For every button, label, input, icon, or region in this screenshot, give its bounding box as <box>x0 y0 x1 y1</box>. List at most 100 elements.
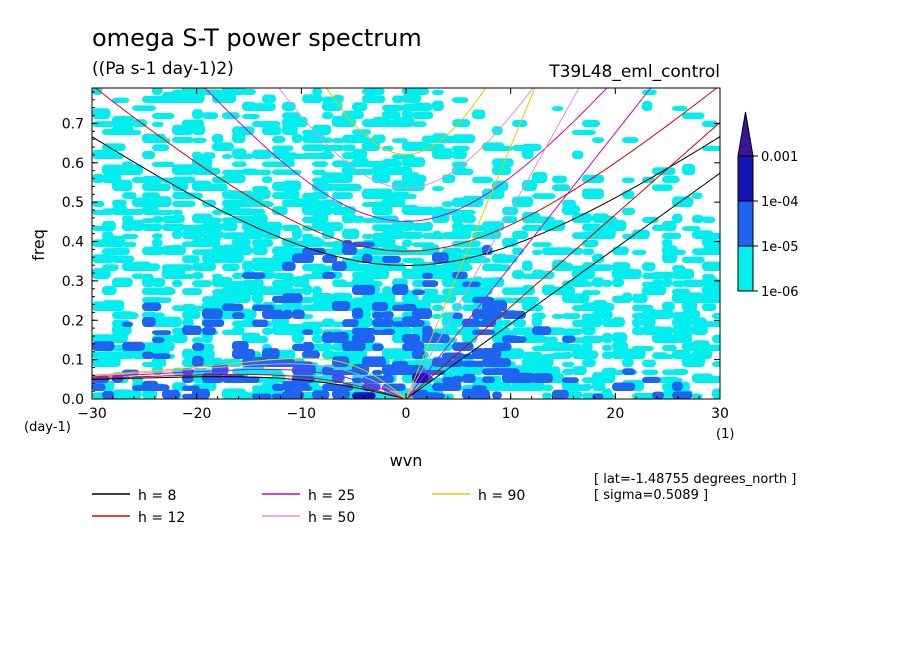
colorbar-label: 1e-04 <box>761 195 799 210</box>
contour-blob <box>102 220 116 231</box>
contour-blob <box>412 102 433 111</box>
contour-blob <box>322 183 336 191</box>
contour-blob <box>622 137 639 143</box>
contour-blob <box>192 343 205 351</box>
contour-blob <box>252 368 276 375</box>
contour-blob <box>302 94 323 103</box>
contour-blob <box>142 276 155 287</box>
legend-label-h12: h = 12 <box>138 510 185 526</box>
contour-blob <box>532 172 548 183</box>
contour-blob <box>332 331 349 343</box>
contour-blob <box>452 97 469 103</box>
contour-blob <box>382 286 393 295</box>
contour-blob <box>222 281 245 287</box>
contour-blob <box>352 149 367 159</box>
contour-blob <box>392 221 403 231</box>
contour-blob <box>672 249 686 255</box>
contour-blob <box>602 303 615 311</box>
contour-blob <box>122 161 134 167</box>
contour-blob <box>702 344 720 351</box>
contour-blob <box>532 242 552 247</box>
contour-blob <box>432 186 444 191</box>
contour-blob <box>112 97 130 103</box>
contour-blob <box>142 273 154 279</box>
contour-blob <box>392 361 409 367</box>
contour-blob <box>692 349 713 359</box>
contour-blob <box>532 326 552 335</box>
contour-blob <box>712 292 720 303</box>
contour-blob <box>162 223 185 231</box>
contour-blob <box>332 292 353 303</box>
contour-blob <box>182 325 202 335</box>
contour-blob <box>242 392 255 399</box>
x-tick-label: −20 <box>182 406 212 422</box>
contour-blob <box>102 300 125 311</box>
contour-blob <box>312 238 325 247</box>
contour-blob <box>172 200 196 207</box>
contour-blob <box>292 253 315 263</box>
contour-blob <box>232 161 247 167</box>
contour-blob <box>512 327 535 335</box>
contour-blob <box>542 392 553 399</box>
contour-blob <box>552 286 576 295</box>
contour-blob <box>222 221 238 231</box>
contour-blob <box>162 286 174 295</box>
contour-blob <box>422 266 433 271</box>
colorbar-segment <box>737 245 754 292</box>
contour-blob <box>402 157 426 167</box>
contour-blob <box>192 192 203 199</box>
contour-blob <box>182 310 201 319</box>
contour-blob <box>522 143 542 151</box>
contour-blob <box>272 136 286 143</box>
contour-blob <box>242 88 256 95</box>
contour-blob <box>372 95 386 103</box>
contour-blob <box>312 161 328 167</box>
contour-blob <box>282 190 300 199</box>
contour-blob <box>592 277 605 287</box>
contour-blob <box>552 329 565 335</box>
contour-blob <box>372 172 391 183</box>
contour-blob <box>202 152 216 159</box>
contour-blob <box>422 325 433 335</box>
contour-blob <box>382 104 404 111</box>
plot-area <box>92 88 720 399</box>
contour-blob <box>402 220 414 231</box>
contour-blob <box>122 341 145 351</box>
contour-blob <box>282 349 296 359</box>
contour-blob <box>182 373 194 383</box>
contour-blob <box>262 125 282 135</box>
contour-blob <box>152 341 175 351</box>
colorbar-label: 1e-06 <box>761 285 799 300</box>
contour-blob <box>462 332 478 343</box>
contour-blob <box>152 337 165 343</box>
contour-blob <box>332 301 351 311</box>
contour-blob <box>402 334 421 343</box>
contour-blob <box>232 292 251 303</box>
contour-blob <box>702 375 720 383</box>
contour-blob <box>582 324 596 335</box>
contour-blob <box>522 285 535 295</box>
contour-blob <box>422 222 433 231</box>
contour-blob <box>662 301 675 311</box>
contour-blob <box>482 376 496 383</box>
contour-blob <box>232 341 249 351</box>
contour-blob <box>602 333 613 343</box>
contour-blob <box>602 376 614 383</box>
contour-blob <box>472 257 491 263</box>
contour-blob <box>282 309 293 319</box>
contour-blob <box>172 176 196 183</box>
contour-blob <box>532 382 545 391</box>
contour-blob <box>642 89 657 95</box>
legend: h = 8 h = 12 h = 25 h = 50 h = 90 <box>92 488 525 526</box>
contour-blob <box>542 366 561 375</box>
contour-blob <box>602 344 613 351</box>
contour-blob <box>372 281 383 287</box>
contour-blob <box>662 232 682 239</box>
contour-blob <box>222 112 240 119</box>
contour-blob <box>702 246 720 255</box>
contour-blob <box>402 93 421 103</box>
contour-blob <box>332 389 350 399</box>
contour-blob <box>242 114 260 119</box>
contour-blob <box>282 125 298 135</box>
contour-blob <box>112 116 135 127</box>
